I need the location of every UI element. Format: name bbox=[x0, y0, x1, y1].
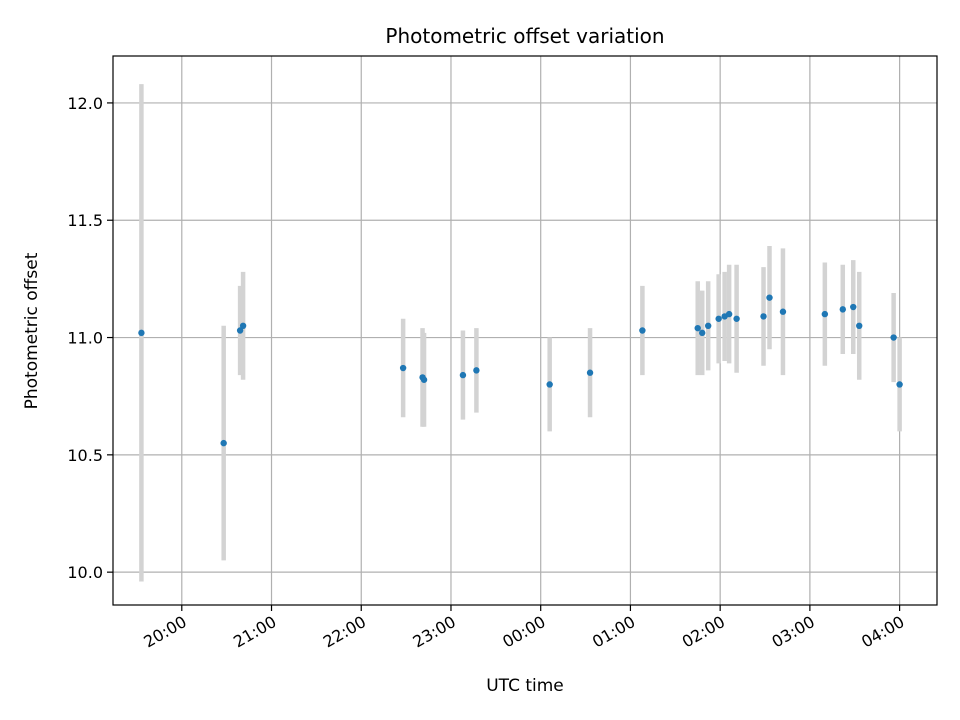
y-tick-label: 11.5 bbox=[67, 211, 103, 230]
y-axis-ticks: 10.0 10.5 11.0 11.5 12.0 bbox=[67, 94, 113, 582]
data-point bbox=[236, 327, 244, 334]
data-point bbox=[850, 303, 857, 311]
data-point bbox=[420, 376, 428, 383]
data-point bbox=[821, 310, 829, 318]
data-point bbox=[546, 381, 553, 388]
data-point bbox=[399, 364, 407, 372]
data-point bbox=[239, 322, 247, 330]
data-point bbox=[459, 371, 467, 379]
data-point bbox=[715, 315, 722, 322]
y-tick-label: 10.5 bbox=[67, 446, 103, 465]
data-point bbox=[890, 334, 897, 341]
data-point bbox=[760, 313, 767, 320]
data-point bbox=[766, 294, 773, 301]
data-point bbox=[586, 369, 594, 376]
y-tick-label: 12.0 bbox=[67, 94, 103, 113]
data-point bbox=[138, 329, 145, 337]
data-point bbox=[779, 308, 787, 315]
data-points bbox=[138, 294, 903, 447]
grid bbox=[113, 56, 937, 605]
x-axis-label: UTC time bbox=[486, 676, 564, 696]
y-tick-label: 11.0 bbox=[67, 329, 103, 348]
data-point bbox=[733, 315, 740, 322]
y-tick-label: 10.0 bbox=[67, 563, 103, 582]
data-point bbox=[220, 439, 227, 447]
plot-frame bbox=[112, 55, 938, 606]
data-point bbox=[704, 322, 712, 330]
data-point bbox=[694, 324, 701, 332]
data-point bbox=[639, 327, 646, 334]
data-point bbox=[699, 329, 706, 337]
data-point bbox=[473, 367, 480, 374]
data-point bbox=[725, 310, 733, 318]
data-point bbox=[896, 381, 903, 388]
y-axis-label: Photometric offset bbox=[22, 252, 42, 409]
chart-title: Photometric offset variation bbox=[385, 24, 664, 48]
data-point bbox=[856, 322, 863, 330]
data-point bbox=[839, 306, 846, 313]
